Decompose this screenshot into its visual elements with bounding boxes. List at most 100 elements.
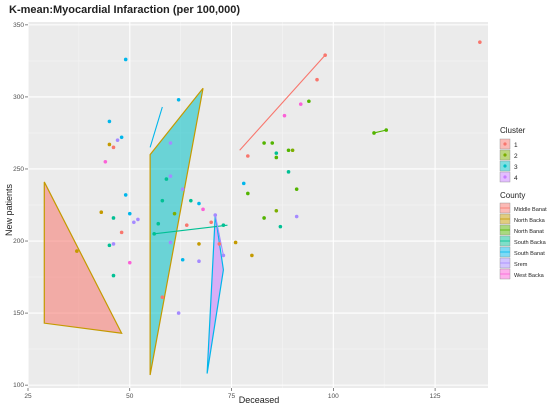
data-point (298, 102, 303, 106)
data-point (119, 230, 124, 235)
data-point (384, 128, 389, 132)
data-point (290, 148, 295, 153)
cluster-legend-dot (503, 142, 507, 146)
data-point (111, 145, 116, 150)
data-point (241, 181, 246, 186)
x-tick-label: 25 (24, 393, 32, 400)
data-point (75, 249, 79, 253)
data-point (221, 223, 226, 227)
data-point (111, 216, 116, 220)
data-point (103, 159, 108, 164)
x-tick-label: 125 (430, 393, 441, 400)
data-point (286, 170, 291, 174)
data-point (278, 224, 283, 229)
data-point (282, 113, 287, 118)
data-point (180, 187, 185, 191)
data-point (176, 98, 181, 102)
data-point (189, 198, 193, 203)
cluster-legend-dot (503, 153, 507, 157)
data-point (164, 177, 169, 181)
data-point (127, 211, 132, 216)
data-point (180, 257, 185, 262)
data-point (107, 119, 112, 124)
y-tick-label: 250 (13, 166, 24, 173)
data-point (323, 53, 327, 57)
county-legend-label: North Banat (514, 229, 544, 235)
data-point (197, 242, 201, 246)
cluster-legend-label: 3 (514, 164, 518, 171)
cluster-segment (239, 54, 326, 151)
data-point (213, 213, 218, 217)
cluster-segments (149, 54, 387, 256)
y-tick-label: 300 (13, 94, 24, 101)
cluster-segment (373, 129, 387, 134)
data-point (160, 198, 165, 203)
data-point (217, 242, 222, 246)
data-point (307, 99, 311, 104)
data-point (176, 311, 181, 315)
county-legend-label: South Backa (514, 240, 547, 246)
y-tick-label: 100 (13, 382, 24, 389)
data-point (201, 207, 205, 212)
cluster-legend-dot (503, 175, 507, 179)
data-point (119, 135, 124, 140)
chart-title: K-mean:Myocardial Infaraction (per 100,0… (9, 4, 240, 16)
data-point (107, 142, 112, 147)
data-point (286, 148, 291, 153)
data-point (294, 187, 299, 191)
data-point (262, 141, 266, 145)
y-axis-ticks: 100 150 200 250 300 350 (13, 22, 28, 389)
data-point (197, 201, 201, 206)
y-tick-label: 150 (13, 310, 24, 317)
cluster-segment (154, 224, 228, 235)
data-point (246, 154, 250, 158)
data-point (250, 253, 254, 258)
data-point (107, 243, 112, 248)
data-point (274, 151, 279, 155)
y-tick-label: 350 (13, 22, 24, 29)
x-tick-label: 75 (228, 393, 236, 400)
data-point (111, 242, 116, 246)
cluster-legend-title: Cluster (500, 126, 526, 135)
data-point (315, 77, 319, 82)
data-point (262, 216, 266, 220)
grid-lines (27, 22, 488, 388)
x-tick-label: 50 (126, 393, 134, 400)
data-point (197, 259, 201, 263)
data-point (115, 138, 120, 142)
x-axis-label: Deceased (239, 395, 280, 405)
data-point (123, 193, 128, 197)
cluster-segment (214, 214, 224, 256)
data-point (127, 260, 132, 265)
data-point (172, 211, 177, 216)
y-tick-label: 200 (13, 238, 24, 245)
county-legend-label: North Backa (514, 218, 546, 224)
data-point (123, 57, 128, 62)
county-legend-label: Srem (514, 262, 528, 268)
x-axis-ticks: 25 50 75 100 125 (24, 388, 441, 400)
data-point (209, 220, 213, 225)
data-point (246, 191, 250, 196)
data-point (274, 155, 279, 160)
data-point (168, 141, 173, 145)
data-point (294, 214, 299, 219)
cluster-segment (149, 106, 163, 148)
data-point (99, 210, 104, 215)
cluster-legend-dot (503, 164, 507, 168)
data-point (233, 240, 238, 245)
county-legend-title: County (500, 191, 525, 200)
data-point (111, 273, 116, 278)
data-point (478, 40, 482, 44)
data-points (75, 40, 482, 315)
data-point (274, 208, 279, 213)
cluster-hull-1 (43, 181, 123, 334)
county-legend-label: Middle Banat (514, 207, 547, 213)
cluster-legend: Cluster 1 2 3 4 (499, 126, 526, 183)
data-point (184, 223, 189, 227)
data-point (270, 141, 275, 145)
x-tick-label: 100 (328, 393, 339, 400)
data-point (168, 174, 173, 178)
y-axis-label: New patients (4, 183, 14, 236)
